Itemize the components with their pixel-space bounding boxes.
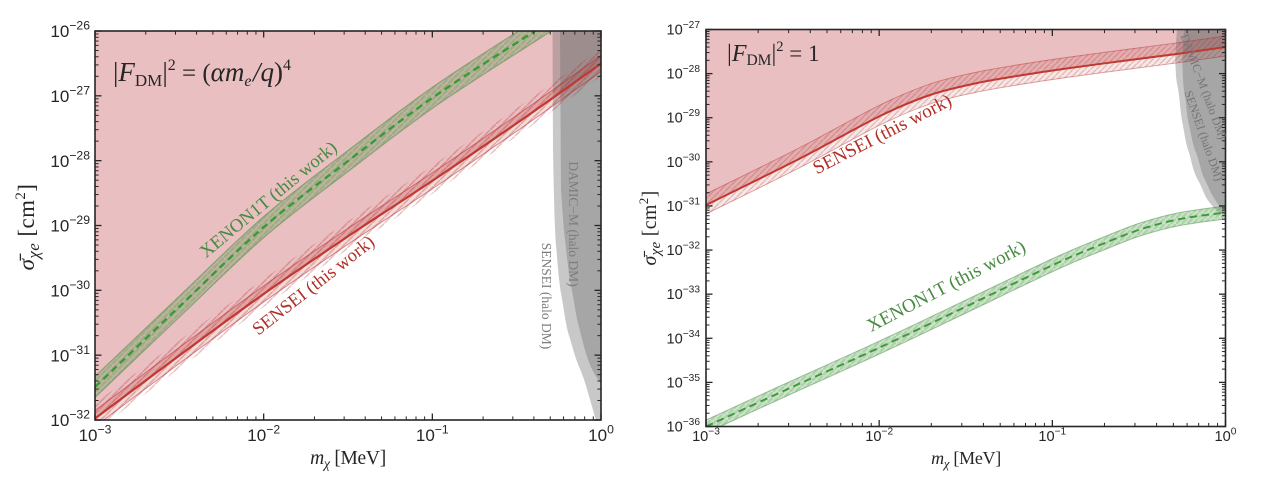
svg-text:DAMIC−M (halo DM): DAMIC−M (halo DM) (566, 161, 581, 286)
svg-text:|FDM|2 = (αme/q)4: |FDM|2 = (αme/q)4 (113, 57, 291, 90)
svg-text:|FDM|2 = 1: |FDM|2 = 1 (727, 39, 820, 69)
svg-text:mχ [MeV]: mχ [MeV] (310, 448, 386, 472)
svg-text:SENSEI (halo DM): SENSEI (halo DM) (539, 243, 554, 350)
svg-text:mχ [MeV]: mχ [MeV] (931, 448, 1001, 471)
